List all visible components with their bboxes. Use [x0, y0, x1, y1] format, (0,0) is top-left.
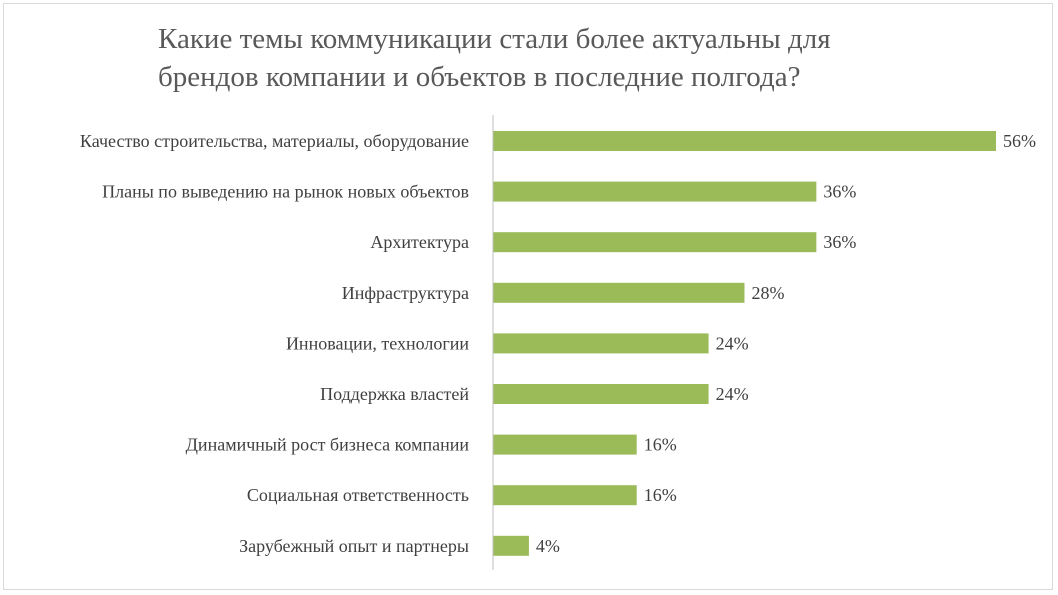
category-label: Динамичный рост бизнеса компании — [186, 435, 470, 455]
category-label: Качество строительства, материалы, обору… — [80, 131, 469, 151]
category-label: Поддержка властей — [320, 384, 469, 404]
bar — [493, 333, 709, 354]
bar — [493, 434, 637, 455]
category-label: Инфраструктура — [342, 283, 469, 303]
category-label: Планы по выведению на рынок новых объект… — [102, 182, 469, 202]
category-labels-group: Качество строительства, материалы, обору… — [80, 131, 469, 556]
value-label: 24% — [716, 333, 749, 353]
bar — [493, 232, 817, 253]
value-label: 28% — [752, 283, 785, 303]
bar — [493, 485, 637, 506]
value-label: 4% — [536, 536, 560, 556]
bar — [493, 282, 745, 303]
value-label: 36% — [823, 232, 856, 252]
value-label: 24% — [716, 384, 749, 404]
bars-group — [493, 131, 996, 556]
value-label: 16% — [644, 435, 677, 455]
category-label: Архитектура — [370, 232, 469, 252]
value-label: 36% — [823, 182, 856, 202]
category-label: Социальная ответственность — [247, 485, 469, 505]
category-label: Зарубежный опыт и партнеры — [239, 536, 469, 556]
chart-title: Какие темы коммуникации стали более акту… — [158, 23, 831, 93]
category-label: Инновации, технологии — [286, 333, 469, 353]
bar — [493, 181, 817, 202]
bar — [493, 131, 996, 151]
bar — [493, 384, 709, 404]
value-label: 16% — [644, 485, 677, 505]
value-labels-group: 56% 36% 36% 28% 24% 24% 16% 16% 4% — [536, 131, 1036, 556]
bar — [493, 535, 529, 556]
value-label: 56% — [1003, 131, 1036, 151]
